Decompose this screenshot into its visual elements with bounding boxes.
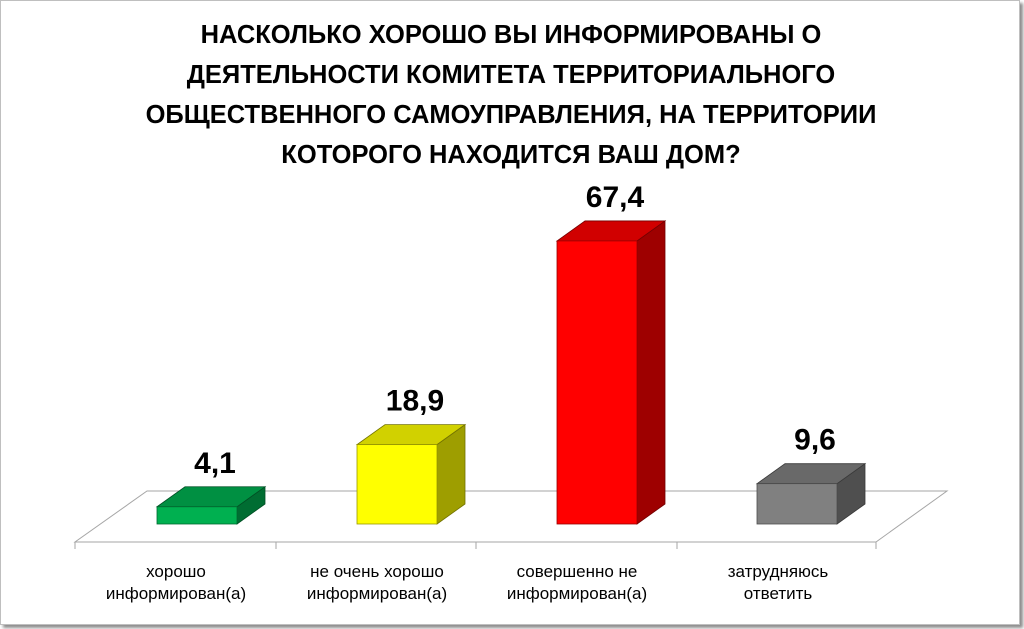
data-label: 67,4 — [586, 181, 645, 214]
bar-front-face — [556, 240, 638, 525]
x-tick-label: затрудняюсь ответить — [727, 562, 829, 603]
chart-floor — [73, 490, 949, 543]
bar — [355, 423, 467, 525]
x-tick-label: совершенно не информирован(а) — [506, 562, 648, 603]
x-tick-label: хорошо информирован(а) — [105, 562, 247, 603]
bar — [555, 220, 667, 525]
bar — [755, 462, 867, 525]
bar-side-face — [636, 220, 666, 525]
data-label: 18,9 — [386, 385, 444, 418]
bar-front-face — [756, 483, 838, 525]
data-label: 9,6 — [794, 424, 836, 457]
bar-front-face — [356, 444, 438, 525]
bar-front-face — [156, 506, 238, 525]
bar — [155, 486, 267, 525]
chart-title: НАСКОЛЬКО ХОРОШО ВЫ ИНФОРМИРОВАНЫ О ДЕЯТ… — [145, 21, 877, 169]
data-label: 4,1 — [194, 447, 236, 480]
x-tick-label: не очень хорошо информирован(а) — [306, 562, 448, 603]
